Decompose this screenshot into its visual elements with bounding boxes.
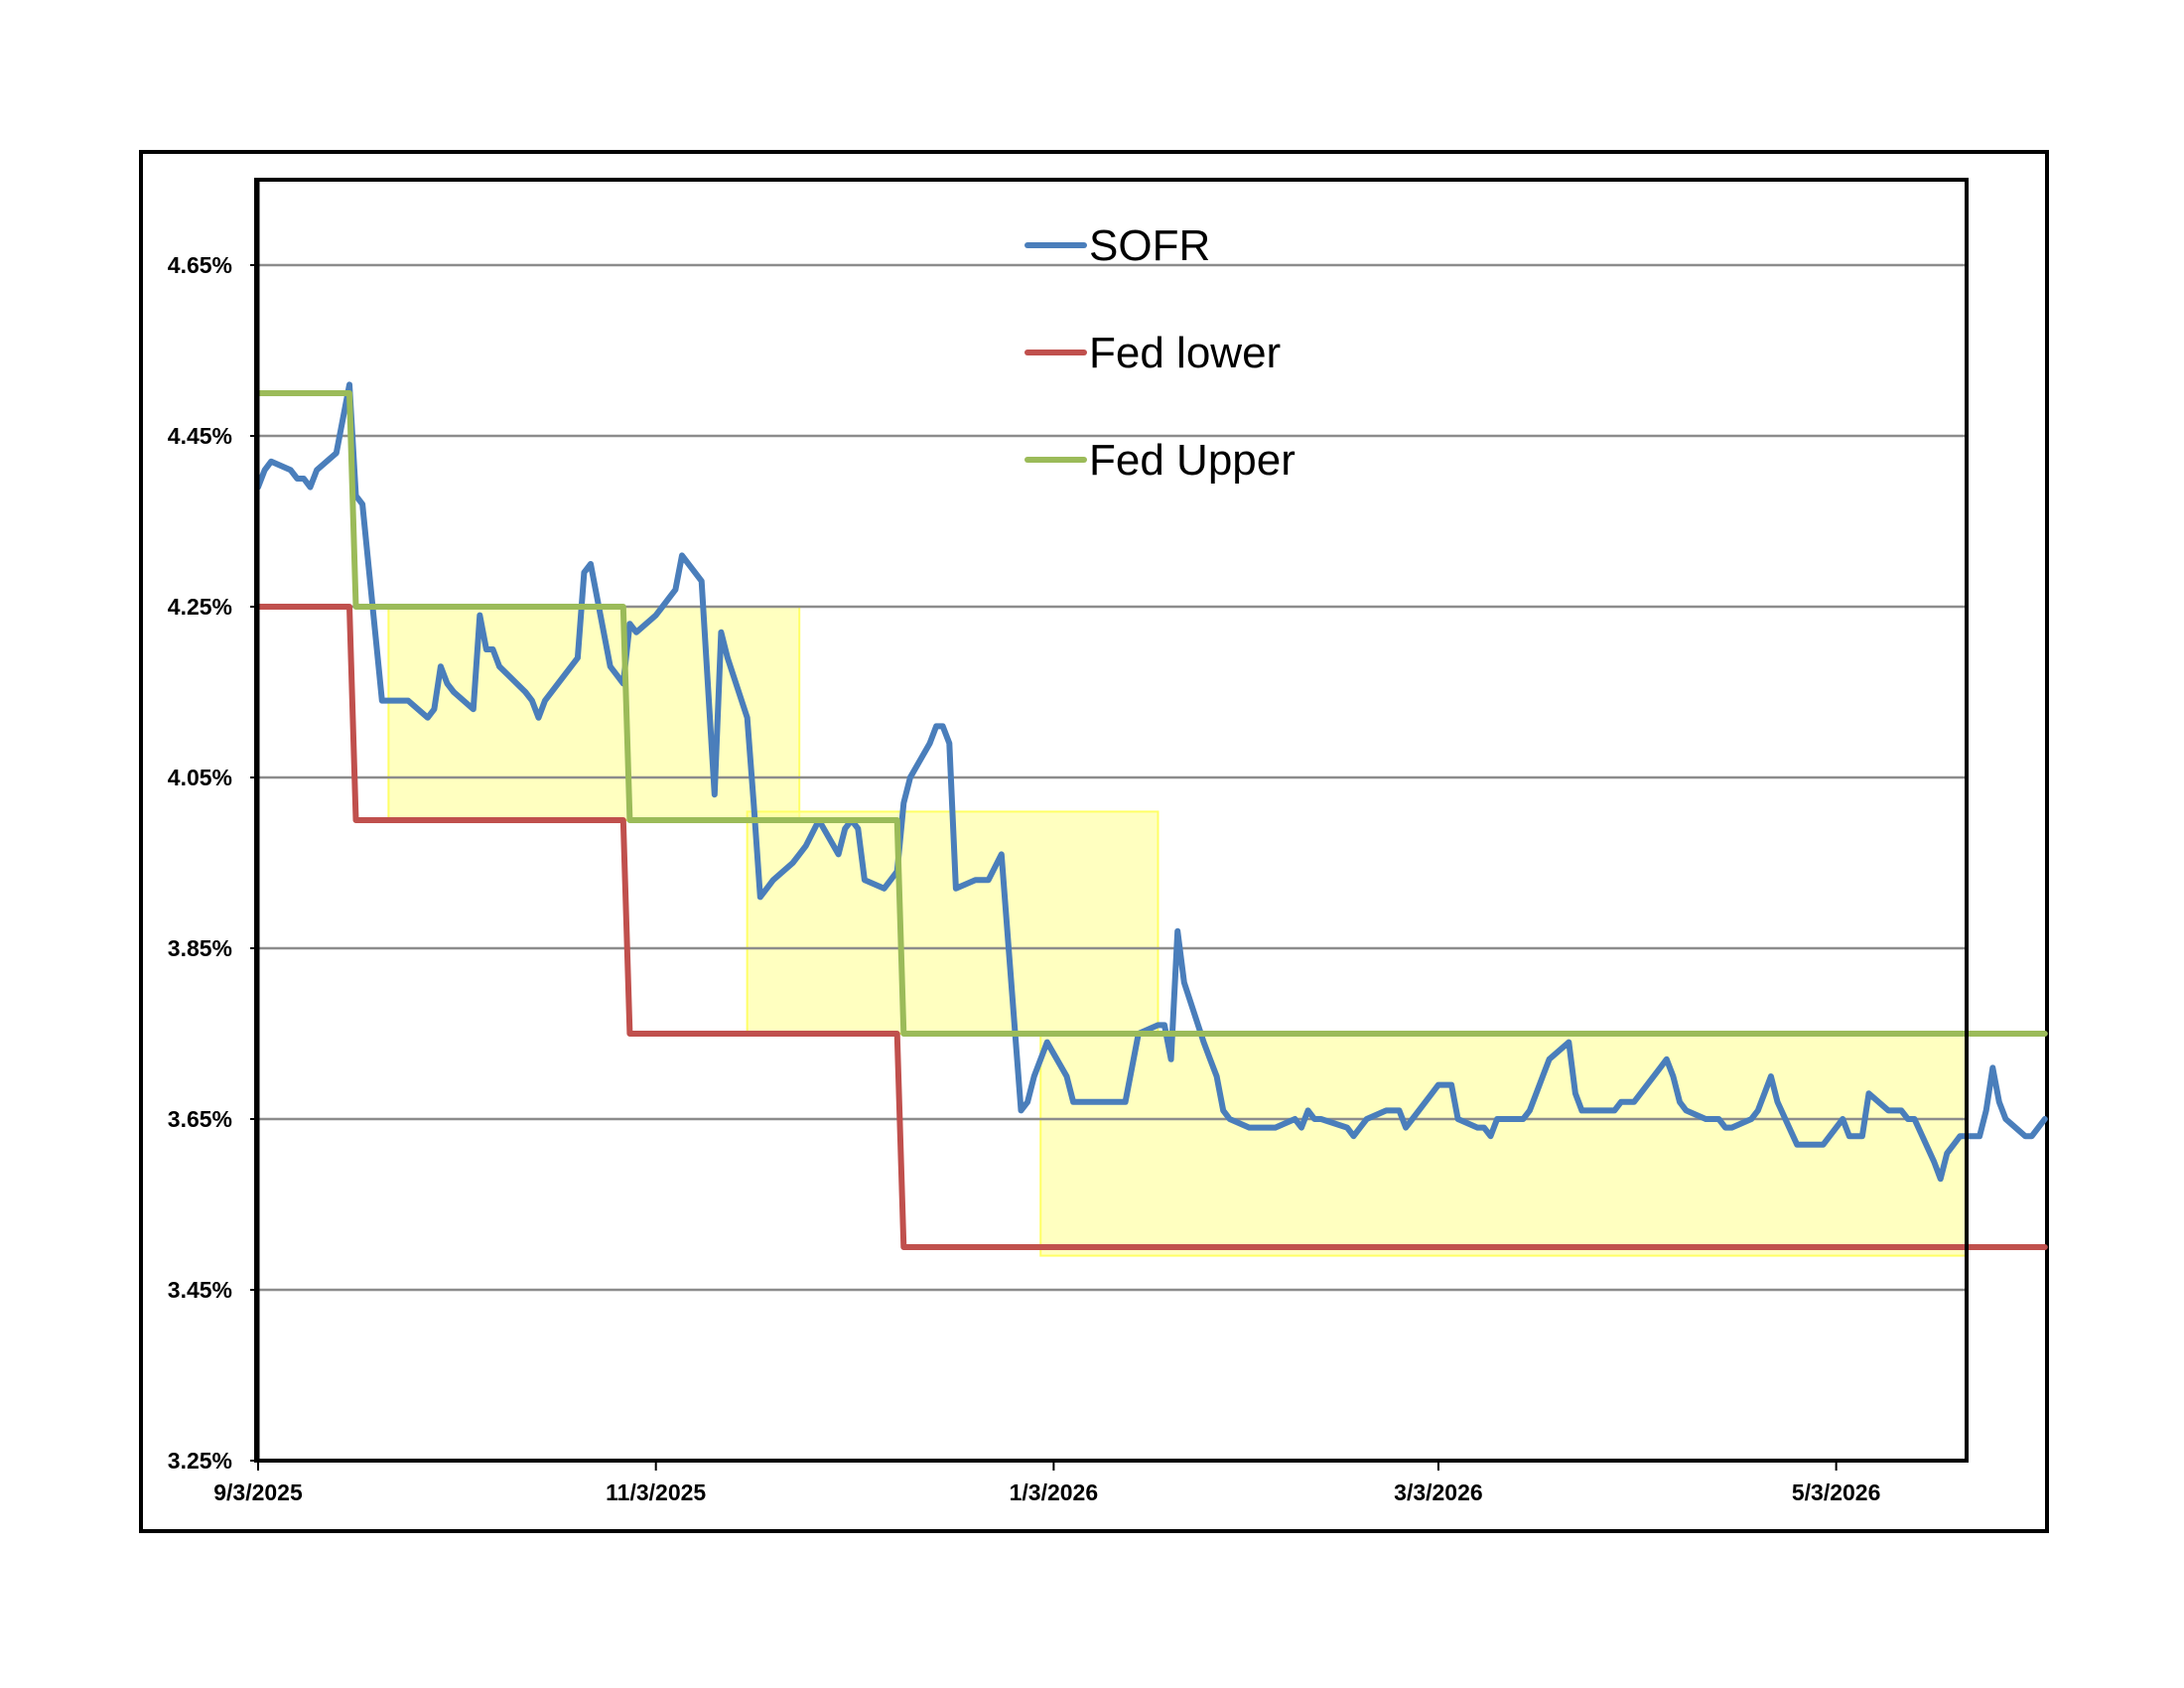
series-line-fed-lower <box>255 604 2048 1250</box>
y-tick-label: 4.05% <box>168 765 232 790</box>
axes: 3.25% 3.45% 3.65% 3.85% 4.05% 4.25% 4.45% 4.65%… <box>168 180 1967 1505</box>
x-tick-label: 9/3/2025 <box>213 1479 303 1505</box>
series-line-sofr <box>255 381 2048 1183</box>
y-tick-label: 3.65% <box>168 1106 232 1132</box>
x-tick-label: 3/3/2026 <box>1394 1479 1483 1505</box>
series-lines <box>255 381 2048 1250</box>
y-tick-label: 3.85% <box>168 935 232 961</box>
series-line-fed-upper <box>255 390 2048 1037</box>
x-tick-label: 11/3/2025 <box>606 1479 706 1505</box>
x-tick-label: 5/3/2026 <box>1792 1479 1881 1505</box>
y-tick-label: 4.45% <box>168 423 232 449</box>
y-tick-label: 3.45% <box>168 1277 232 1303</box>
legend-label-fed-upper: Fed Upper <box>1089 436 1296 485</box>
y-tick-label: 4.65% <box>168 252 232 278</box>
highlight-band-1 <box>387 606 801 821</box>
y-tick-label: 3.25% <box>168 1448 232 1474</box>
x-tick-label: 1/3/2026 <box>1010 1479 1099 1505</box>
legend-label-fed-lower: Fed lower <box>1089 329 1281 377</box>
legend: SOFR Fed lower Fed Upper <box>1024 221 1296 485</box>
legend-label-sofr: SOFR <box>1089 221 1210 270</box>
highlight-band-3 <box>1039 1033 1968 1257</box>
y-tick-label: 4.25% <box>168 594 232 620</box>
